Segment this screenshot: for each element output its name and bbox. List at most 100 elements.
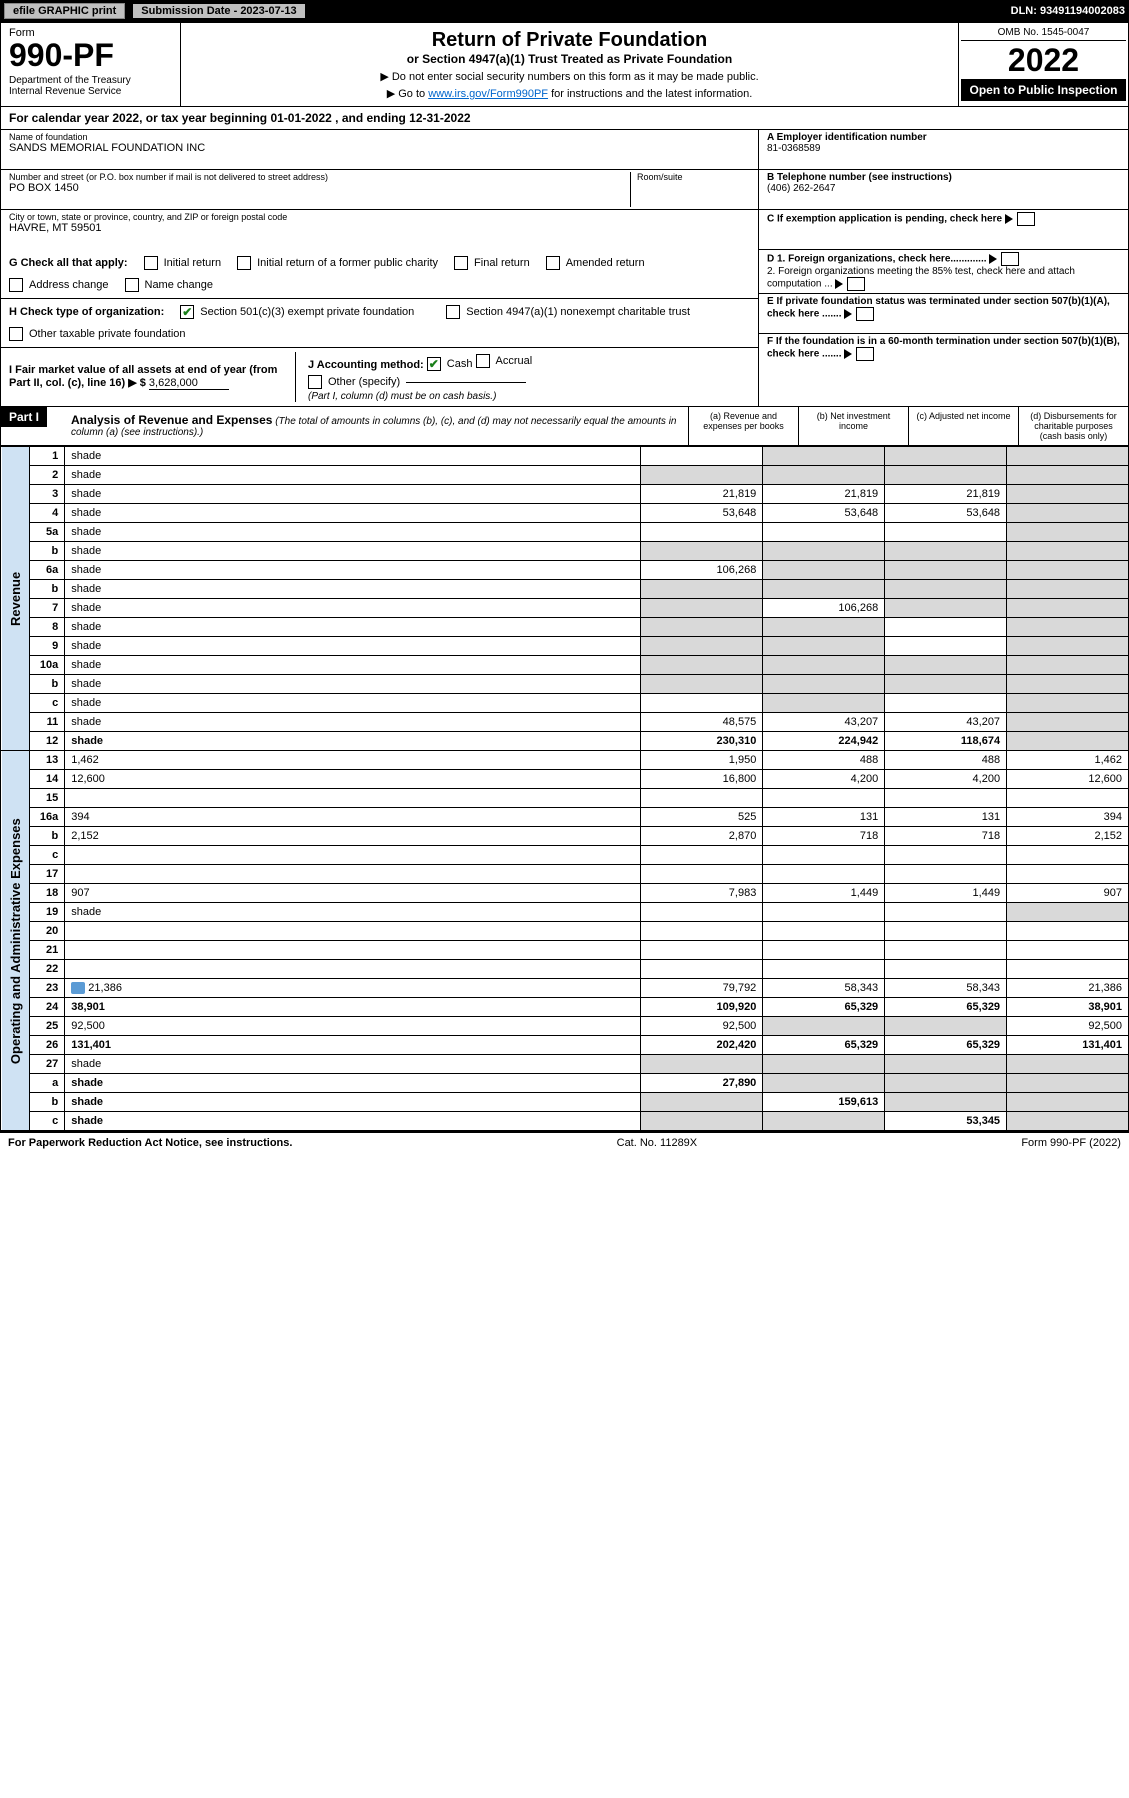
table-cell: [763, 1074, 885, 1093]
table-cell: [885, 789, 1007, 808]
table-row: 27shade: [1, 1055, 1129, 1074]
c-cell: C If exemption application is pending, c…: [759, 210, 1128, 250]
table-cell: 4,200: [885, 770, 1007, 789]
g-opt-0: Initial return: [164, 257, 221, 269]
table-row: 16a394525131131394: [1, 808, 1129, 827]
efile-print-button[interactable]: efile GRAPHIC print: [4, 3, 125, 19]
line-desc: shade: [65, 637, 641, 656]
line-number: 24: [29, 998, 64, 1017]
table-cell: 65,329: [885, 998, 1007, 1017]
line-number: 2: [29, 466, 64, 485]
table-cell: 1,449: [885, 884, 1007, 903]
name-change-check[interactable]: Name change: [125, 276, 214, 294]
table-cell: 907: [1007, 884, 1129, 903]
table-cell: [641, 675, 763, 694]
4947a1-check[interactable]: Section 4947(a)(1) nonexempt charitable …: [446, 303, 690, 321]
d-cell: D 1. Foreign organizations, check here..…: [759, 250, 1128, 294]
table-cell: 65,329: [885, 1036, 1007, 1055]
table-cell: [763, 637, 885, 656]
table-cell: [641, 865, 763, 884]
table-cell: [763, 922, 885, 941]
line-number: 8: [29, 618, 64, 637]
c-checkbox[interactable]: [1017, 212, 1035, 226]
j-other: Other (specify): [328, 376, 400, 388]
table-cell: [885, 922, 1007, 941]
form990pf-link[interactable]: www.irs.gov/Form990PF: [428, 88, 548, 100]
line-number: 13: [29, 751, 64, 770]
d2-checkbox[interactable]: [847, 277, 865, 291]
table-cell: [763, 466, 885, 485]
accrual-check[interactable]: Accrual: [476, 352, 533, 370]
d1-checkbox[interactable]: [1001, 252, 1019, 266]
table-row: b2,1522,8707187182,152: [1, 827, 1129, 846]
cash-check[interactable]: Cash: [427, 355, 473, 373]
initial-return-check[interactable]: Initial return: [144, 254, 221, 272]
table-row: 2shade: [1, 466, 1129, 485]
table-cell: [885, 447, 1007, 466]
attachment-icon[interactable]: [71, 982, 85, 994]
other-method-check[interactable]: Other (specify): [308, 373, 750, 391]
line-desc: [65, 941, 641, 960]
final-return-check[interactable]: Final return: [454, 254, 530, 272]
ssn-note: ▶ Do not enter social security numbers o…: [191, 70, 948, 83]
goto-note: ▶ Go to www.irs.gov/Form990PF for instru…: [191, 87, 948, 100]
part1-header: Part I Analysis of Revenue and Expenses …: [0, 407, 1129, 446]
line-number: 23: [29, 979, 64, 998]
table-cell: [1007, 675, 1129, 694]
amended-return-check[interactable]: Amended return: [546, 254, 645, 272]
table-cell: [763, 1055, 885, 1074]
table-row: 7shade106,268: [1, 599, 1129, 618]
line-number: 12: [29, 732, 64, 751]
table-cell: 92,500: [1007, 1017, 1129, 1036]
table-cell: [763, 846, 885, 865]
table-row: 12shade230,310224,942118,674: [1, 732, 1129, 751]
table-cell: [763, 1112, 885, 1131]
arrow-icon: [989, 254, 997, 264]
f-checkbox[interactable]: [856, 347, 874, 361]
address-change-check[interactable]: Address change: [9, 276, 109, 294]
table-cell: [885, 542, 1007, 561]
line-number: b: [29, 827, 64, 846]
table-cell: [885, 960, 1007, 979]
city-cell: City or town, state or province, country…: [1, 210, 758, 250]
table-cell: 488: [763, 751, 885, 770]
line-desc: shade: [65, 523, 641, 542]
table-cell: [885, 580, 1007, 599]
top-bar: efile GRAPHIC print Submission Date - 20…: [0, 0, 1129, 22]
line-number: 1: [29, 447, 64, 466]
line-desc: shade: [65, 1112, 641, 1131]
table-row: 5ashade: [1, 523, 1129, 542]
table-cell: 48,575: [641, 713, 763, 732]
other-taxable-check[interactable]: Other taxable private foundation: [9, 325, 186, 343]
table-row: Revenue1shade: [1, 447, 1129, 466]
table-cell: 230,310: [641, 732, 763, 751]
line-number: c: [29, 846, 64, 865]
line-desc: 394: [65, 808, 641, 827]
line-number: b: [29, 542, 64, 561]
foundation-name-cell: Name of foundation SANDS MEMORIAL FOUNDA…: [1, 130, 758, 170]
line-desc: [65, 789, 641, 808]
table-row: 11shade48,57543,20743,207: [1, 713, 1129, 732]
table-cell: 53,648: [763, 504, 885, 523]
table-cell: 202,420: [641, 1036, 763, 1055]
501c3-check[interactable]: Section 501(c)(3) exempt private foundat…: [180, 303, 414, 321]
table-cell: 4,200: [763, 770, 885, 789]
omb-number: OMB No. 1545-0047: [961, 25, 1126, 41]
foundation-address: PO BOX 1450: [9, 182, 630, 194]
line-desc: 92,500: [65, 1017, 641, 1036]
line-number: 25: [29, 1017, 64, 1036]
line-number: b: [29, 675, 64, 694]
col-b-header: (b) Net investment income: [798, 407, 908, 445]
table-cell: 718: [885, 827, 1007, 846]
g-opt-1: Initial return of a former public charit…: [257, 257, 438, 269]
phone-value: (406) 262-2647: [767, 183, 1120, 194]
e-checkbox[interactable]: [856, 307, 874, 321]
table-cell: [641, 846, 763, 865]
table-cell: 394: [1007, 808, 1129, 827]
d2-label: 2. Foreign organizations meeting the 85%…: [767, 266, 1075, 290]
table-cell: [1007, 865, 1129, 884]
initial-former-check[interactable]: Initial return of a former public charit…: [237, 254, 438, 272]
table-cell: 53,648: [885, 504, 1007, 523]
table-cell: 1,449: [763, 884, 885, 903]
line-number: 5a: [29, 523, 64, 542]
